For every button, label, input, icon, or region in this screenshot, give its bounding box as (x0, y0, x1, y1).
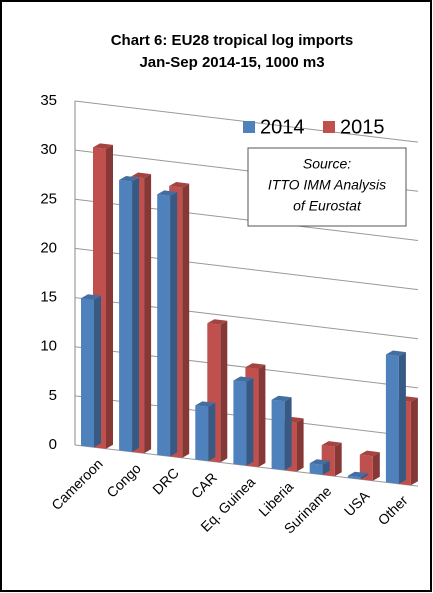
bar (157, 194, 171, 457)
y-tick-label: 20 (40, 239, 57, 256)
bar-side (322, 460, 330, 475)
legend-swatch (243, 121, 255, 133)
bar-side (106, 144, 113, 449)
bar (81, 298, 94, 448)
legend-swatch (323, 121, 335, 133)
bar (309, 463, 323, 475)
bar-top (169, 182, 190, 188)
y-tick-label: 15 (40, 289, 57, 306)
bar-side (410, 397, 418, 486)
bar-top (195, 401, 216, 407)
bar (233, 380, 247, 466)
bar-side (144, 174, 152, 454)
y-tick-label: 0 (49, 436, 57, 453)
y-tick-label: 35 (40, 92, 57, 109)
bar-top (309, 459, 330, 465)
bar (385, 354, 399, 484)
bar-top (207, 319, 228, 325)
bar-side (258, 364, 266, 467)
bar-side (132, 177, 140, 452)
y-tick-label: 30 (40, 141, 57, 158)
bar (347, 475, 361, 480)
annotation-box (247, 147, 407, 227)
bar-top (347, 471, 368, 478)
chart-title: Chart 6: EU28 tropical log imports (111, 32, 354, 49)
bar-side (334, 442, 342, 477)
y-tick-label: 5 (49, 387, 57, 404)
annotation: Source: (303, 156, 351, 172)
bar-top (271, 395, 292, 402)
bar-side (170, 192, 178, 457)
bar-side (296, 418, 304, 472)
y-tick-label: 25 (40, 190, 57, 207)
annotation: of Eurostat (293, 198, 362, 214)
bar-side (220, 320, 228, 463)
bar (119, 180, 133, 452)
bar (195, 405, 209, 461)
annotation: ITTO IMM Analysis (268, 177, 386, 193)
bar-side (360, 473, 368, 480)
bar-side (246, 378, 254, 466)
bar-side (284, 397, 292, 471)
bar-side (372, 452, 380, 481)
bar-top (359, 450, 380, 457)
y-tick-label: 10 (40, 338, 57, 355)
legend-label: 2014 (260, 116, 305, 138)
bar-top (321, 441, 342, 447)
legend-label: 2015 (340, 116, 385, 138)
chart-subtitle: Jan-Sep 2014-15, 1000 m3 (139, 54, 324, 71)
bar-side (94, 295, 101, 448)
bar-side (182, 183, 190, 458)
bar-side (398, 352, 406, 484)
bar-top (245, 363, 266, 369)
bar-top (81, 294, 101, 300)
bar (271, 399, 285, 471)
bar-top (385, 350, 406, 357)
bar-top (93, 143, 113, 149)
bar-top (119, 176, 140, 182)
bar-top (131, 172, 152, 179)
bar-top (233, 376, 254, 382)
bar-top (157, 190, 178, 196)
bar-side (208, 402, 216, 461)
